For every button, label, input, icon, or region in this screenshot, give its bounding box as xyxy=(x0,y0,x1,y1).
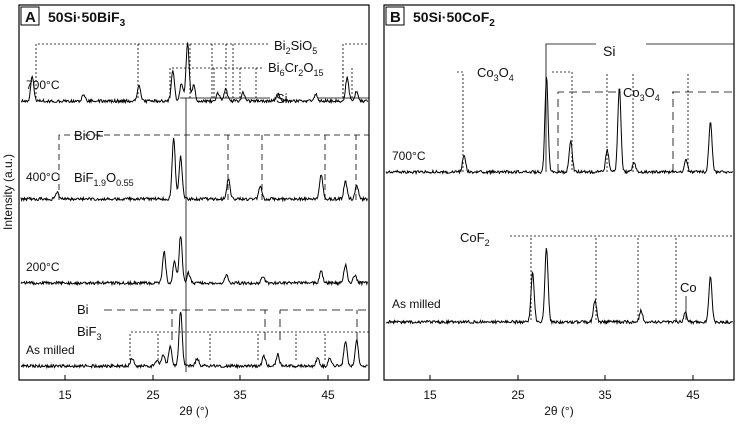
phase-label: Si xyxy=(603,43,615,59)
xrd-scan-line xyxy=(20,236,368,287)
phase-label: BiF1.9O0.55 xyxy=(74,170,134,188)
y-axis-label: Intensity (a.u.) xyxy=(1,154,15,230)
phase-markers-b xyxy=(455,43,734,320)
panel-b-letter-box xyxy=(385,6,405,26)
panel-a-letter: A xyxy=(25,9,36,26)
tick-label: 25 xyxy=(511,388,525,402)
tick-label: 35 xyxy=(233,388,247,402)
tick-label: 15 xyxy=(58,388,72,402)
xrd-traces xyxy=(20,42,733,370)
scan-label: As milled xyxy=(392,297,441,311)
panel-a-letter-box xyxy=(20,6,40,26)
xrd-scan-line xyxy=(21,42,368,105)
phase-label: Co xyxy=(680,280,697,295)
xrd-scan-line xyxy=(385,248,733,326)
phase-label: BiOF xyxy=(74,128,104,143)
panel-b-title: 50Si·50CoF2 xyxy=(413,9,495,29)
tick-label: 25 xyxy=(146,388,160,402)
scan-label: As milled xyxy=(26,343,75,357)
x-axis-label-a: 2θ (°) xyxy=(179,404,208,418)
phase-label: Bi xyxy=(77,302,89,317)
x-axis-label-b: 2θ (°) xyxy=(544,404,573,418)
phase-label: BiF3 xyxy=(77,324,102,342)
tick-label: 15 xyxy=(423,388,437,402)
tick-label: 45 xyxy=(686,388,700,402)
phase-label: Bi6Cr2O15 xyxy=(268,60,323,78)
tick-label: 45 xyxy=(321,388,335,402)
scan-label: 400°C xyxy=(26,170,60,184)
phase-label: CoF2 xyxy=(460,230,490,248)
phase-markers-a xyxy=(35,43,369,372)
xrd-scan-line xyxy=(20,138,368,203)
x-ticks xyxy=(64,375,694,380)
panel-b-frame xyxy=(383,4,735,381)
xrd-scan-line xyxy=(20,311,368,370)
tick-label: 35 xyxy=(598,388,612,402)
panel-b-letter: B xyxy=(390,9,401,26)
scan-label: 700°C xyxy=(392,149,426,163)
phase-label: Co3O4 xyxy=(623,85,660,103)
xrd-scan-line xyxy=(385,76,733,176)
phase-label: Bi2SiO5 xyxy=(274,38,317,56)
phase-label: Co3O4 xyxy=(477,65,514,83)
phase-label: Si xyxy=(276,91,288,106)
panel-a-title: 50Si·50BiF3 xyxy=(48,9,126,29)
panel-a-frame xyxy=(18,4,370,381)
scan-label: 200°C xyxy=(26,260,60,274)
